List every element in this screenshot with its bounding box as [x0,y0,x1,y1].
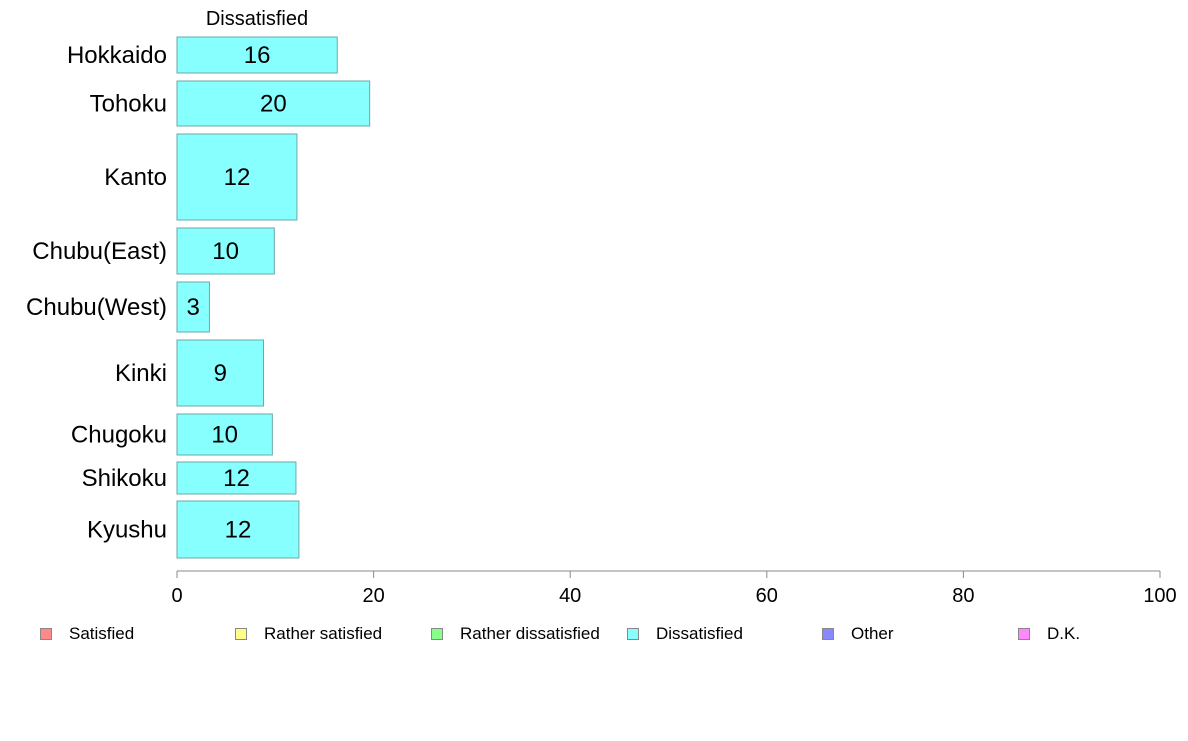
legend-swatch-dk [1018,628,1030,640]
legend-item-dk: D.K. [1018,620,1080,648]
legend-label-rather-satisfied: Rather satisfied [264,624,383,643]
category-label-kinki: Kinki [115,360,167,387]
bar-chugoku [176,413,273,456]
x-tick-label-100: 100 [1143,585,1176,607]
category-label-kanto: Kanto [104,164,167,191]
legend-label-other: Other [851,624,894,643]
legend-swatch-satisfied [40,628,52,640]
data-label-chubu-east: 10 [212,238,239,265]
data-label-hokkaido: 16 [244,42,271,69]
legend-swatch-rather-satisfied [235,628,247,640]
category-label-chubu-west: Chubu(West) [26,294,167,321]
data-label-chugoku: 10 [211,422,238,449]
category-label-hokkaido: Hokkaido [67,42,167,69]
bar-kyushu [176,500,300,559]
legend-item-satisfied: Satisfied [40,620,134,648]
x-tick-label-20: 20 [362,585,384,607]
legend-item-dissatisfied: Dissatisfied [627,620,743,648]
category-label-tohoku: Tohoku [90,91,167,118]
bar-kanto [176,133,298,221]
data-label-tohoku: 20 [260,91,287,118]
legend-swatch-dissatisfied [627,628,639,640]
category-label-chugoku: Chugoku [71,422,167,449]
bar-kinki [176,339,265,407]
bar-shikoku [176,461,297,495]
category-label-chubu-east: Chubu(East) [32,238,167,265]
category-label-kyushu: Kyushu [87,517,167,544]
legend-swatch-other [822,628,834,640]
legend-item-rather-satisfied: Rather satisfied [235,620,382,648]
bar-chubu-east [176,227,275,275]
x-tick-label-60: 60 [756,585,778,607]
bar-tohoku [176,80,371,127]
category-label-shikoku: Shikoku [82,465,167,492]
data-label-kyushu: 12 [225,517,252,544]
bar-hokkaido [176,36,338,74]
x-tick-label-40: 40 [559,585,581,607]
data-label-chubu-west: 3 [187,294,200,321]
legend-item-rather-dissatisfied: Rather dissatisfied [431,620,600,648]
x-tick-label-80: 80 [952,585,974,607]
legend-item-other: Other [822,620,894,648]
legend: Satisfied Rather satisfied Rather dissat… [0,620,1188,650]
x-tick-label-0: 0 [171,585,182,607]
data-label-shikoku: 12 [223,465,250,492]
data-label-kinki: 9 [214,360,227,387]
legend-label-dk: D.K. [1047,624,1081,643]
legend-swatch-rather-dissatisfied [431,628,443,640]
bar-chubu-west [176,281,210,333]
legend-label-rather-dissatisfied: Rather dissatisfied [460,624,600,643]
data-label-kanto: 12 [224,164,251,191]
legend-label-satisfied: Satisfied [69,624,135,643]
legend-label-dissatisfied: Dissatisfied [656,624,743,643]
chart-title: Dissatisfied [206,8,308,30]
